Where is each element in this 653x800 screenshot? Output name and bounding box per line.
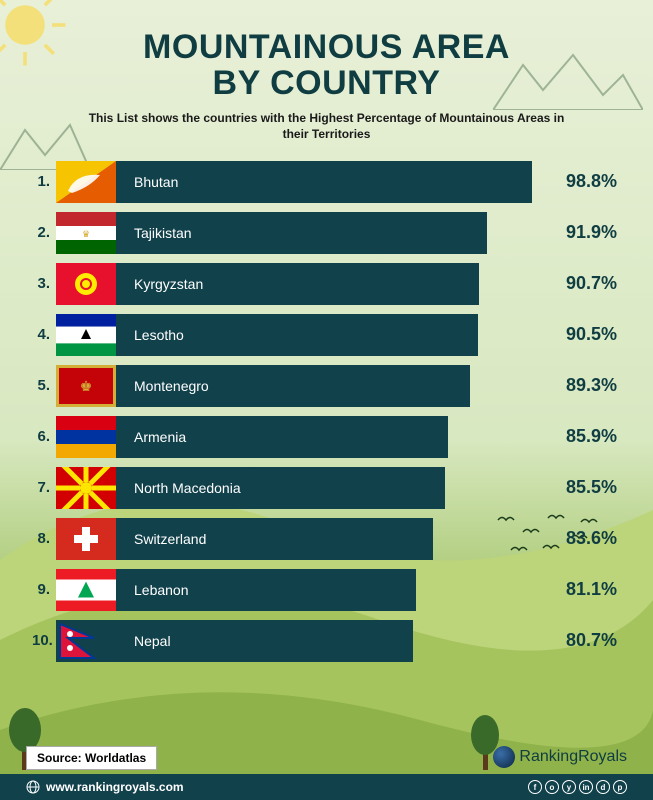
percentage-label: 80.7% xyxy=(566,620,617,662)
country-name: Lebanon xyxy=(134,582,189,598)
globe-icon xyxy=(26,780,40,794)
social-icon: in xyxy=(579,780,593,794)
social-icon: p xyxy=(613,780,627,794)
country-name: Armenia xyxy=(134,429,186,445)
country-bar: North Macedonia xyxy=(116,467,445,509)
bar-container: Bhutan 98.8% xyxy=(116,161,621,203)
rank-number: 7. xyxy=(32,479,56,496)
ranking-row: 6. Armenia 85.9% xyxy=(32,416,621,458)
country-name: Nepal xyxy=(134,633,171,649)
social-icon: f xyxy=(528,780,542,794)
bar-container: Lebanon 81.1% xyxy=(116,569,621,611)
country-name: Bhutan xyxy=(134,174,178,190)
country-bar: Bhutan xyxy=(116,161,532,203)
ranking-row: 10. Nepal 80.7% xyxy=(32,620,621,662)
country-name: Switzerland xyxy=(134,531,206,547)
country-bar: Montenegro xyxy=(116,365,470,407)
bar-container: Montenegro 89.3% xyxy=(116,365,621,407)
flag-icon: ♛ xyxy=(56,212,116,254)
country-bar: Lebanon xyxy=(116,569,416,611)
bar-container: Kyrgyzstan 90.7% xyxy=(116,263,621,305)
bar-container: Lesotho 90.5% xyxy=(116,314,621,356)
country-name: Lesotho xyxy=(134,327,184,343)
flag-icon xyxy=(56,416,116,458)
country-bar: Armenia xyxy=(116,416,448,458)
rank-number: 2. xyxy=(32,224,56,241)
website-url: www.rankingroyals.com xyxy=(46,780,184,794)
ranking-row: 4. Lesotho 90.5% xyxy=(32,314,621,356)
bottom-bar: www.rankingroyals.com foyindp xyxy=(0,774,653,800)
rank-number: 9. xyxy=(32,581,56,598)
country-bar: Nepal xyxy=(116,620,413,662)
svg-text:♛: ♛ xyxy=(82,229,90,239)
country-name: Tajikistan xyxy=(134,225,192,241)
percentage-label: 90.5% xyxy=(566,314,617,356)
rank-number: 5. xyxy=(32,377,56,394)
percentage-label: 89.3% xyxy=(566,365,617,407)
ranking-row: 1. Bhutan 98.8% xyxy=(32,161,621,203)
social-icon: y xyxy=(562,780,576,794)
ranking-list: 1. Bhutan 98.8% 2. ♛ Tajikistan 91.9% 3.… xyxy=(32,161,621,662)
percentage-label: 83.6% xyxy=(566,518,617,560)
subtitle: This List shows the countries with the H… xyxy=(77,111,577,142)
title-line-2: BY COUNTRY xyxy=(213,64,441,102)
ranking-row: 2. ♛ Tajikistan 91.9% xyxy=(32,212,621,254)
social-icons: foyindp xyxy=(528,780,627,794)
ranking-row: 7. North Macedonia 85.5% xyxy=(32,467,621,509)
social-icon: o xyxy=(545,780,559,794)
rank-number: 4. xyxy=(32,326,56,343)
percentage-label: 81.1% xyxy=(566,569,617,611)
bar-container: North Macedonia 85.5% xyxy=(116,467,621,509)
brand-name: RankingRoyals xyxy=(519,748,627,766)
title-line-1: MOUNTAINOUS AREA xyxy=(143,28,510,66)
source-label: Source: Worldatlas xyxy=(26,746,157,770)
brand-logo-icon xyxy=(493,746,515,768)
ranking-row: 5. ♚ Montenegro 89.3% xyxy=(32,365,621,407)
svg-text:♚: ♚ xyxy=(80,378,93,394)
country-name: Montenegro xyxy=(134,378,209,394)
flag-icon xyxy=(56,314,116,356)
social-icon: d xyxy=(596,780,610,794)
flag-icon xyxy=(56,620,116,662)
rank-number: 6. xyxy=(32,428,56,445)
website: www.rankingroyals.com xyxy=(26,780,184,794)
country-bar: Lesotho xyxy=(116,314,478,356)
rank-number: 3. xyxy=(32,275,56,292)
percentage-label: 85.5% xyxy=(566,467,617,509)
country-name: Kyrgyzstan xyxy=(134,276,203,292)
country-bar: Kyrgyzstan xyxy=(116,263,479,305)
percentage-label: 91.9% xyxy=(566,212,617,254)
percentage-label: 98.8% xyxy=(566,161,617,203)
rank-number: 8. xyxy=(32,530,56,547)
ranking-row: 8. Switzerland 83.6% xyxy=(32,518,621,560)
bar-container: Nepal 80.7% xyxy=(116,620,621,662)
percentage-label: 85.9% xyxy=(566,416,617,458)
flag-icon: ♚ xyxy=(56,365,116,407)
rank-number: 1. xyxy=(32,173,56,190)
country-name: North Macedonia xyxy=(134,480,241,496)
ranking-row: 3. Kyrgyzstan 90.7% xyxy=(32,263,621,305)
country-bar: Switzerland xyxy=(116,518,433,560)
bar-container: Armenia 85.9% xyxy=(116,416,621,458)
ranking-row: 9. Lebanon 81.1% xyxy=(32,569,621,611)
rank-number: 10. xyxy=(32,632,56,649)
bar-container: Switzerland 83.6% xyxy=(116,518,621,560)
flag-icon xyxy=(56,161,116,203)
percentage-label: 90.7% xyxy=(566,263,617,305)
flag-icon xyxy=(56,263,116,305)
flag-icon xyxy=(56,467,116,509)
country-bar: Tajikistan xyxy=(116,212,487,254)
bar-container: Tajikistan 91.9% xyxy=(116,212,621,254)
brand: RankingRoyals xyxy=(493,746,627,768)
page-title: MOUNTAINOUS AREA BY COUNTRY xyxy=(32,30,621,101)
flag-icon xyxy=(56,518,116,560)
flag-icon xyxy=(56,569,116,611)
